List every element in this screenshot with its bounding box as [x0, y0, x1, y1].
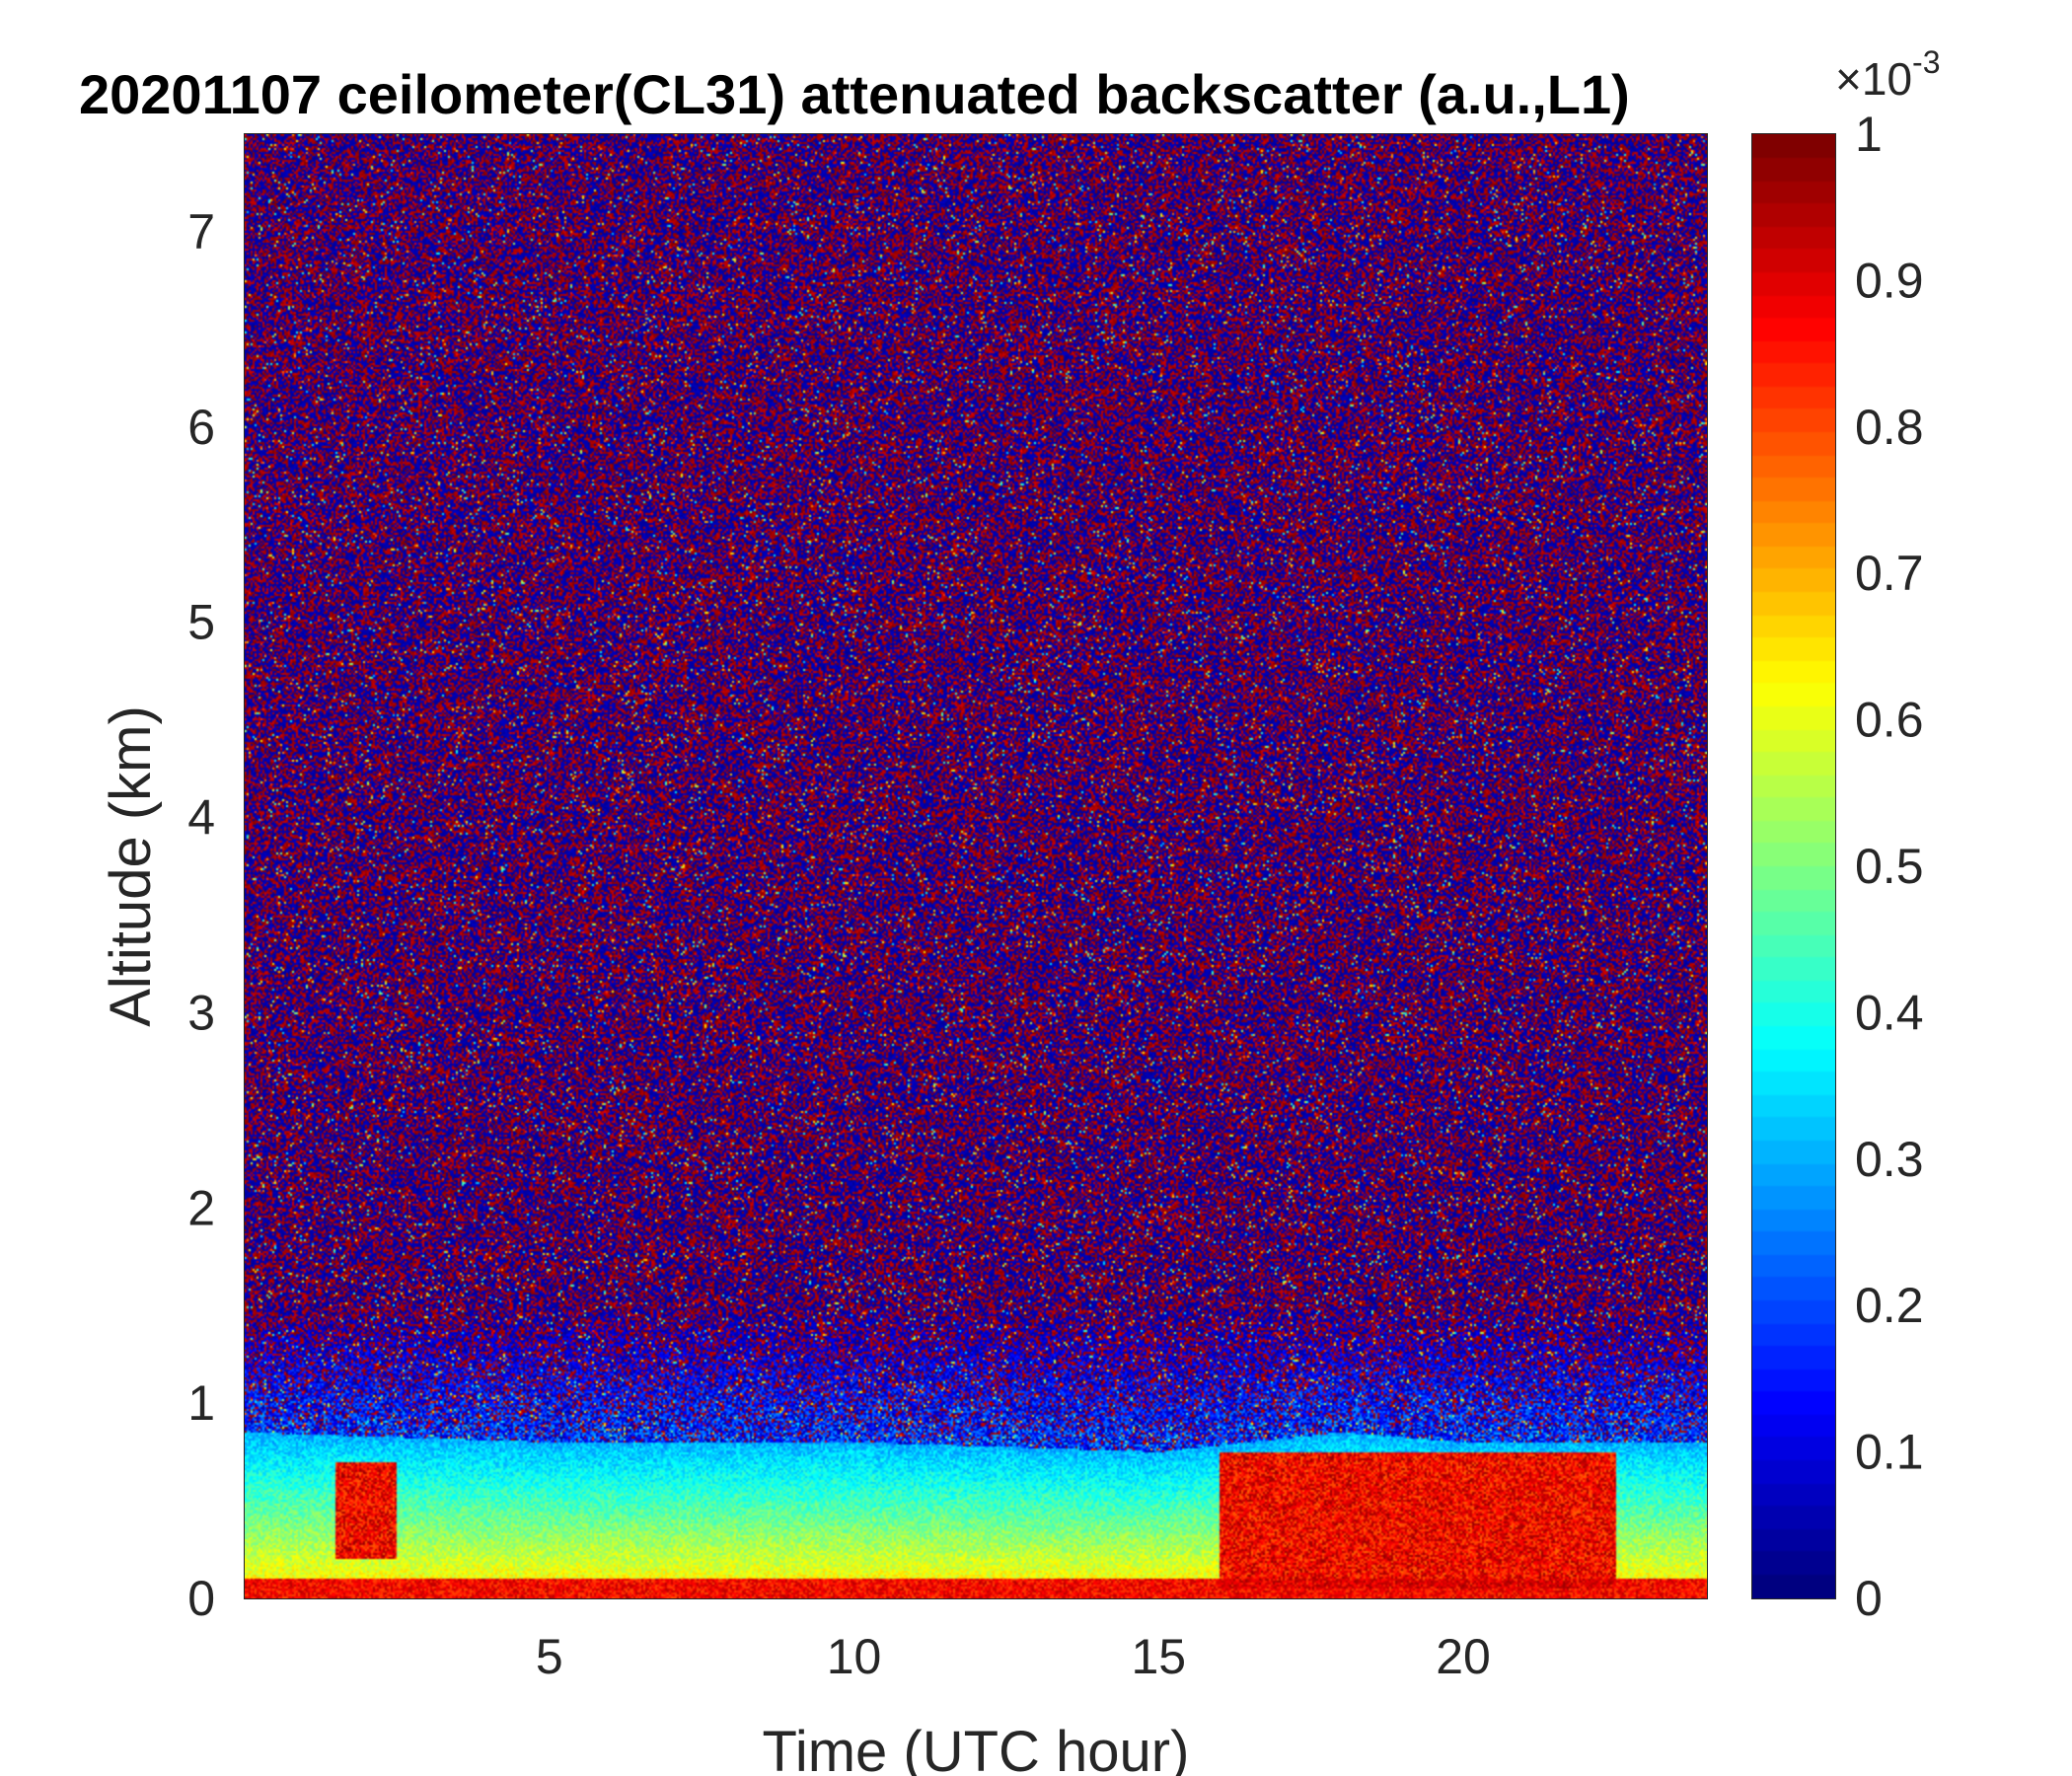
y-tick-label: 1: [187, 1375, 215, 1431]
colorbar-exponent: ×10-3: [1835, 44, 1940, 105]
colorbar-tick-label: 0.3: [1855, 1132, 1924, 1187]
colorbar-tick-label: 0: [1855, 1571, 1883, 1626]
x-tick-label: 5: [536, 1629, 563, 1684]
colorbar: [1752, 134, 1835, 1598]
x-tick-label: 10: [827, 1629, 882, 1684]
colorbar-tick-label: 0.1: [1855, 1425, 1924, 1480]
colorbar-tick-label: 0.9: [1855, 253, 1924, 308]
colorbar-exponent-base: ×10: [1835, 53, 1912, 105]
y-axis-label: Altitude (km): [99, 705, 163, 1027]
backscatter-heatmap: [245, 134, 1707, 1598]
y-axis-ticks: 0 1 2 3 4 5 6 7: [187, 204, 1707, 1626]
colorbar-tick-label: 0.5: [1855, 839, 1924, 894]
y-tick-label: 0: [187, 1571, 215, 1626]
x-axis-label: Time (UTC hour): [763, 1720, 1190, 1776]
colorbar-tick-label: 0.6: [1855, 693, 1924, 748]
y-tick-label: 7: [187, 204, 215, 259]
x-tick-label: 20: [1436, 1629, 1491, 1684]
colorbar-tick-label: 0.4: [1855, 985, 1924, 1040]
y-tick-label: 3: [187, 985, 215, 1040]
colorbar-tick-label: 0.8: [1855, 400, 1924, 455]
chart-title: 20201107 ceilometer(CL31) attenuated bac…: [79, 63, 1630, 125]
y-tick-label: 6: [187, 400, 215, 455]
y-tick-label: 2: [187, 1180, 215, 1235]
colorbar-tick-label: 1: [1855, 107, 1883, 162]
x-axis-ticks: 5 10 15 20: [536, 134, 1491, 1684]
colorbar-tick-label: 0.7: [1855, 546, 1924, 601]
y-tick-label: 5: [187, 595, 215, 650]
colorbar-exponent-power: -3: [1912, 44, 1940, 80]
y-tick-label: 4: [187, 790, 215, 846]
x-tick-label: 15: [1131, 1629, 1186, 1684]
colorbar-ticks: 0 0.1 0.2 0.3 0.4 0.5 0.6 0.7 0.8 0.9 1: [1823, 107, 1924, 1626]
colorbar-tick-label: 0.2: [1855, 1278, 1924, 1333]
